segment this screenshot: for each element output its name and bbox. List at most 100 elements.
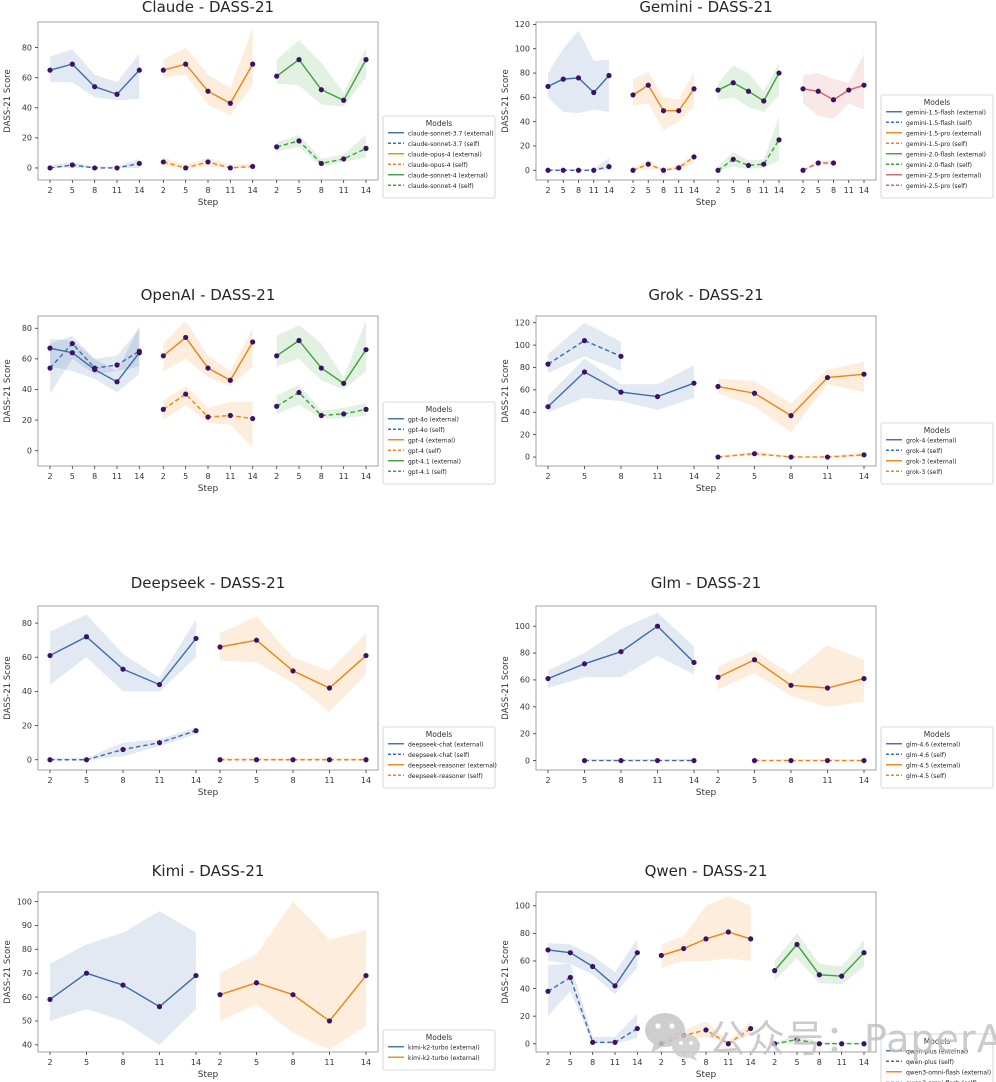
data-point	[250, 339, 256, 345]
ci-band	[220, 616, 366, 712]
ci-band	[548, 963, 638, 1044]
y-tick-label: 60	[22, 653, 32, 662]
data-point	[545, 404, 551, 410]
data-point	[830, 97, 837, 103]
y-tick-label: 80	[22, 945, 32, 954]
chart-title: OpenAI - DASS-21	[141, 286, 276, 304]
data-point	[645, 161, 651, 167]
data-point	[846, 87, 852, 93]
x-tick-label: 5	[752, 472, 757, 481]
y-tick-label: 40	[22, 385, 32, 394]
data-point	[136, 348, 142, 354]
data-point	[83, 970, 90, 976]
ci-band	[548, 30, 609, 114]
data-point	[618, 389, 624, 395]
legend-entry-label: gpt-4.1 (external)	[408, 458, 461, 465]
legend-box	[880, 726, 994, 789]
data-point	[227, 165, 233, 171]
data-point	[160, 353, 166, 359]
data-point	[120, 982, 126, 988]
y-axis-label: DASS-21 Score	[501, 656, 511, 719]
x-tick-label: 2	[630, 186, 635, 195]
chart-gemini: Gemini - DASS-21 DASS-21 Score 0 20 40 60 80 10…	[498, 0, 996, 240]
legend-box	[382, 726, 496, 789]
x-tick-label: 2	[161, 472, 166, 481]
data-point	[830, 160, 837, 166]
x-tick-label: 5	[254, 1058, 259, 1067]
legend-entry-label: qwen-plus (external)	[906, 1048, 968, 1055]
legend-entry-label: claude-opus-4 (self)	[408, 162, 468, 169]
y-tick-label: 80	[22, 324, 32, 333]
x-tick-label: 5	[646, 186, 651, 195]
x-tick-label: 11	[339, 472, 349, 481]
data-point	[47, 165, 53, 171]
x-tick-label: 5	[816, 186, 821, 195]
chart-title: Gemini - DASS-21	[639, 0, 772, 16]
x-tick-label: 2	[800, 186, 805, 195]
x-tick-label: 2	[161, 186, 166, 195]
data-point	[816, 972, 822, 978]
x-tick-label: 8	[319, 186, 324, 195]
x-tick-label: 11	[112, 186, 122, 195]
x-tick-label: 14	[191, 776, 201, 785]
x-tick-label: 14	[134, 186, 144, 195]
y-tick-label: 60	[520, 93, 530, 102]
data-point	[205, 159, 211, 165]
data-point	[193, 635, 199, 642]
y-tick-label: 0	[525, 1039, 530, 1048]
data-point	[160, 159, 166, 165]
plot-border	[37, 605, 379, 771]
data-point	[363, 652, 369, 659]
chart-qwen: Qwen - DASS-21 DASS-21 Score 0 20 40 60 80 100 2…	[498, 852, 996, 1082]
x-tick-label: 14	[746, 1058, 756, 1067]
x-tick-label: 5	[183, 186, 188, 195]
data-point	[341, 411, 347, 417]
data-point	[250, 61, 256, 67]
data-point	[193, 972, 199, 979]
data-point	[645, 82, 651, 88]
data-point	[634, 1025, 640, 1032]
y-tick-label: 60	[520, 957, 530, 966]
data-point	[658, 1041, 664, 1047]
x-tick-label: 5	[84, 776, 89, 785]
chart-glm: Glm - DASS-21 DASS-21 Score 0 20 40 60 80 100 2 5…	[498, 560, 996, 812]
data-point	[341, 156, 347, 162]
legend-entry-label: kimi-k2-turbo (external)	[408, 1055, 480, 1062]
x-tick-label: 2	[217, 776, 222, 785]
data-point	[618, 757, 624, 764]
data-point	[363, 57, 369, 63]
x-tick-label: 14	[361, 472, 371, 481]
plot-border	[535, 21, 877, 181]
x-tick-label: 5	[582, 776, 587, 785]
x-tick-label: 8	[92, 472, 97, 481]
y-tick-label: 0	[27, 164, 32, 173]
x-tick-label: 5	[70, 186, 75, 195]
chart-deepseek: Deepseek - DASS-21 DASS-21 Score 0 20 40 60 80…	[0, 560, 498, 812]
legend-entry-label: grok-3 (external)	[906, 458, 957, 465]
data-point	[274, 403, 280, 409]
x-tick-label: 14	[859, 472, 869, 481]
x-tick-label: 11	[844, 186, 854, 195]
data-point	[660, 167, 667, 173]
data-point	[691, 659, 697, 666]
y-tick-label: 40	[520, 117, 530, 126]
legend-title: Models	[426, 405, 453, 414]
chart-svg-qwen: Qwen - DASS-21 DASS-21 Score 0 20 40 60 80 100 2…	[501, 862, 994, 1082]
data-point	[715, 674, 721, 680]
plot-border	[37, 315, 379, 467]
y-axis-label: DASS-21 Score	[3, 69, 13, 132]
data-point	[156, 740, 163, 746]
legend: Models glm-4.6 (external) glm-4.6 (self) gl…	[880, 726, 994, 789]
legend-entry-label: qwen-plus (self)	[906, 1059, 954, 1066]
data-point	[691, 154, 697, 160]
x-tick-label: 8	[576, 186, 581, 195]
data-point	[590, 963, 596, 970]
ci-band	[220, 901, 366, 1050]
data-point	[250, 415, 256, 422]
data-point	[630, 92, 636, 98]
data-point	[776, 70, 782, 76]
y-tick-label: 20	[22, 134, 32, 143]
y-tick-label: 100	[515, 341, 530, 350]
chart-svg-glm: Glm - DASS-21 DASS-21 Score 0 20 40 60 80 100 2 5…	[501, 574, 994, 798]
data-point	[217, 992, 223, 998]
